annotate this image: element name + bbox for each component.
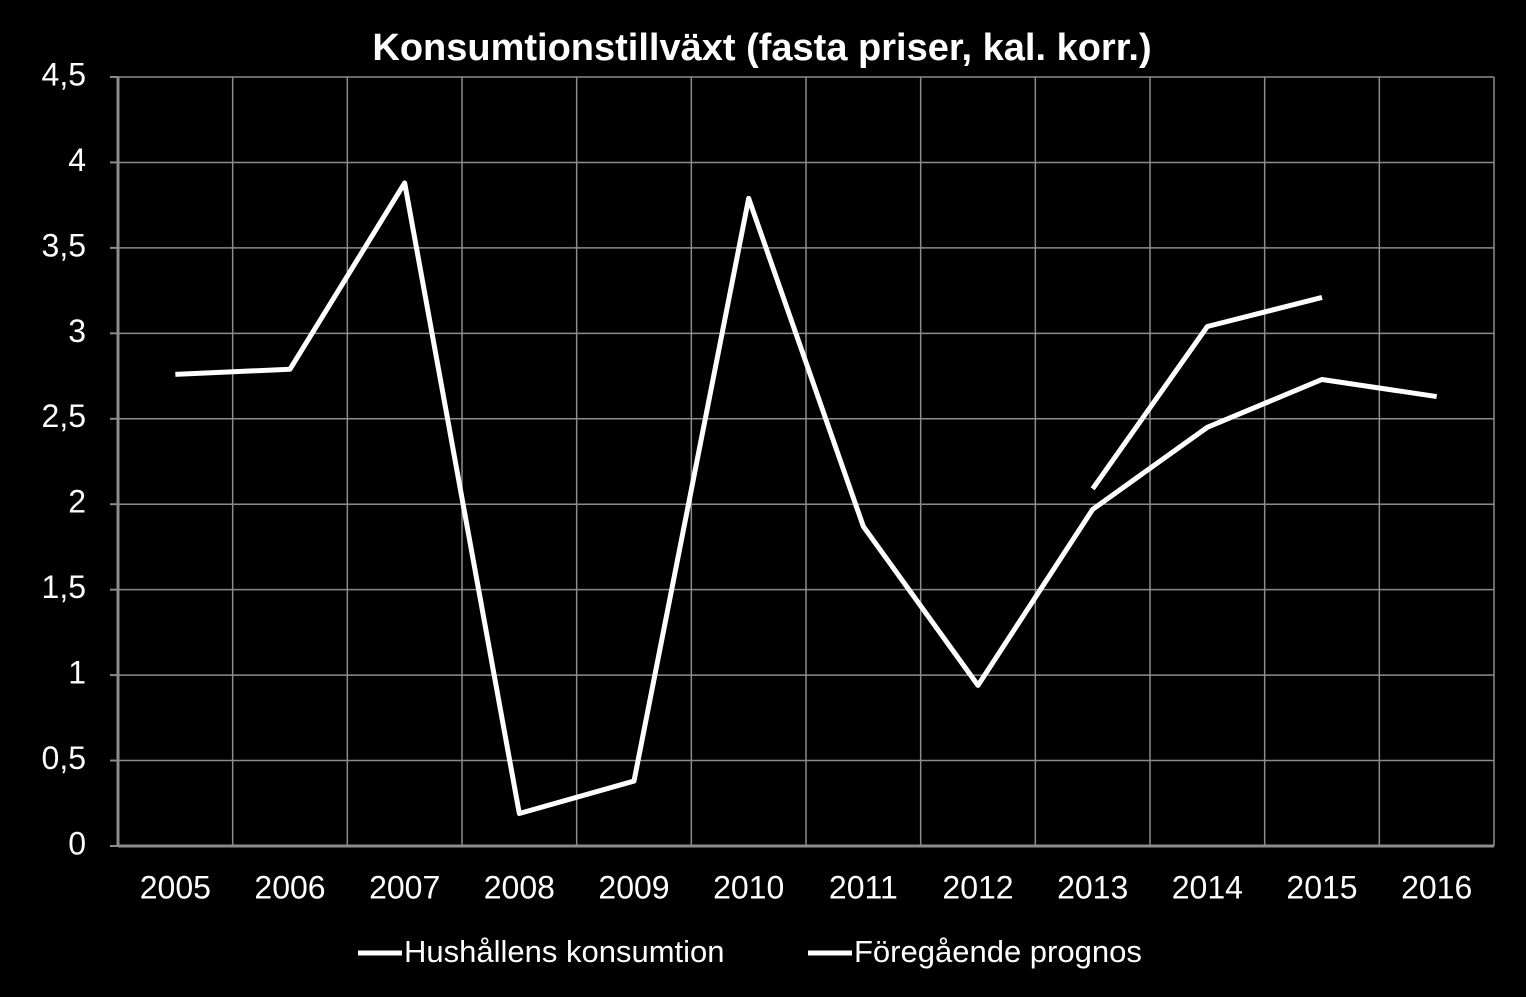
x-tick-label: 2007 <box>369 869 440 905</box>
x-tick-label: 2015 <box>1286 869 1357 905</box>
x-tick-label: 2014 <box>1172 869 1243 905</box>
x-tick-label: 2012 <box>942 869 1013 905</box>
x-tick-label: 2006 <box>254 869 325 905</box>
x-tick-label: 2013 <box>1057 869 1128 905</box>
legend-label: Föregående prognos <box>854 934 1142 969</box>
y-tick-label: 1 <box>68 655 86 691</box>
y-tick-label: 1,5 <box>42 569 86 605</box>
legend-label: Hushållens konsumtion <box>404 934 725 969</box>
y-tick-label: 4,5 <box>42 56 86 92</box>
x-tick-label: 2008 <box>484 869 555 905</box>
y-tick-label: 3,5 <box>42 227 86 263</box>
x-tick-label: 2011 <box>829 869 898 905</box>
y-tick-label: 2,5 <box>42 398 86 434</box>
y-tick-label: 0,5 <box>42 740 86 776</box>
x-tick-label: 2010 <box>713 869 784 905</box>
x-tick-label: 2016 <box>1401 869 1472 905</box>
y-tick-label: 2 <box>68 484 86 520</box>
y-tick-label: 3 <box>68 313 86 349</box>
series-line <box>175 180 1438 817</box>
x-tick-label: 2009 <box>598 869 669 905</box>
y-tick-label: 4 <box>68 142 86 178</box>
chart-title: Konsumtionstillväxt (fasta priser, kal. … <box>372 27 1151 69</box>
x-tick-label: 2005 <box>140 869 211 905</box>
y-tick-label: 0 <box>68 825 86 861</box>
series-line <box>1090 295 1323 491</box>
